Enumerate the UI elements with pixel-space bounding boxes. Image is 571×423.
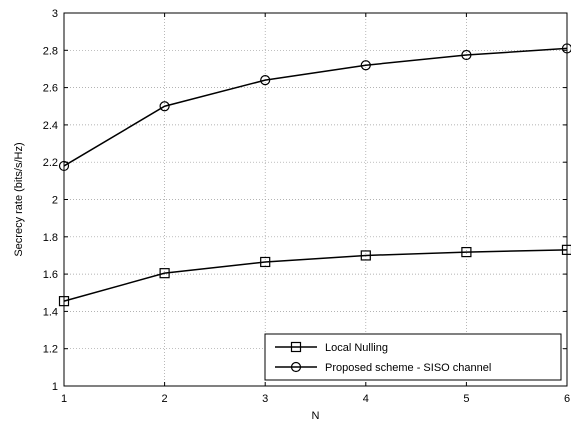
data-point <box>159 101 170 112</box>
data-point <box>360 250 371 261</box>
y-axis-label: Secrecy rate (bits/s/Hz) <box>13 142 25 256</box>
series-layer <box>58 43 571 307</box>
y-tick-label: 2 <box>52 195 58 207</box>
series-line <box>63 249 568 302</box>
data-point <box>461 49 472 61</box>
data-point <box>561 244 571 255</box>
legend-label: Local Nulling <box>325 342 388 354</box>
legend-marker <box>290 341 302 353</box>
y-tick-label: 2.8 <box>43 45 58 57</box>
legend-box <box>264 333 562 381</box>
y-tick-label: 2.4 <box>43 120 58 132</box>
y-tick-label: 1.4 <box>43 306 58 318</box>
data-point <box>561 43 571 54</box>
y-tick-label: 2.6 <box>43 83 58 95</box>
data-point <box>461 246 472 258</box>
x-tick-label: 5 <box>463 393 469 405</box>
x-tick-label: 6 <box>564 393 570 405</box>
data-point <box>159 268 170 279</box>
data-point <box>58 160 70 172</box>
y-tick-label: 1 <box>52 381 58 393</box>
data-point <box>360 60 371 71</box>
ticks: 1 2 3 4 5 6 1 1.2 1.4 1.6 1.8 2 2.2 2.4 2.6 2.8 3 <box>43 8 570 405</box>
y-tick-label: 1.2 <box>43 344 58 356</box>
series-1 <box>58 43 571 172</box>
legend-label: Proposed scheme - SISO channel <box>325 362 491 374</box>
x-tick-label: 3 <box>262 393 268 405</box>
legend-entry: Local Nulling <box>275 341 388 354</box>
data-point <box>260 256 271 268</box>
x-tick-label: 4 <box>363 393 369 405</box>
x-tick-label: 2 <box>162 393 168 405</box>
series-line <box>63 47 568 167</box>
y-tick-label: 2.2 <box>43 157 58 169</box>
legend: Local Nulling Proposed scheme - SISO chan… <box>264 333 562 381</box>
y-tick-label: 3 <box>52 8 58 20</box>
legend-marker <box>290 361 302 373</box>
y-tick-label: 1.6 <box>43 269 58 281</box>
data-point <box>260 75 271 86</box>
grid <box>64 13 567 386</box>
x-tick-label: 1 <box>61 393 67 405</box>
y-tick-label: 1.8 <box>43 232 58 244</box>
legend-entry: Proposed scheme - SISO channel <box>275 361 491 374</box>
x-axis-label: N <box>312 410 320 422</box>
series-0 <box>58 244 571 307</box>
data-point <box>58 296 70 307</box>
